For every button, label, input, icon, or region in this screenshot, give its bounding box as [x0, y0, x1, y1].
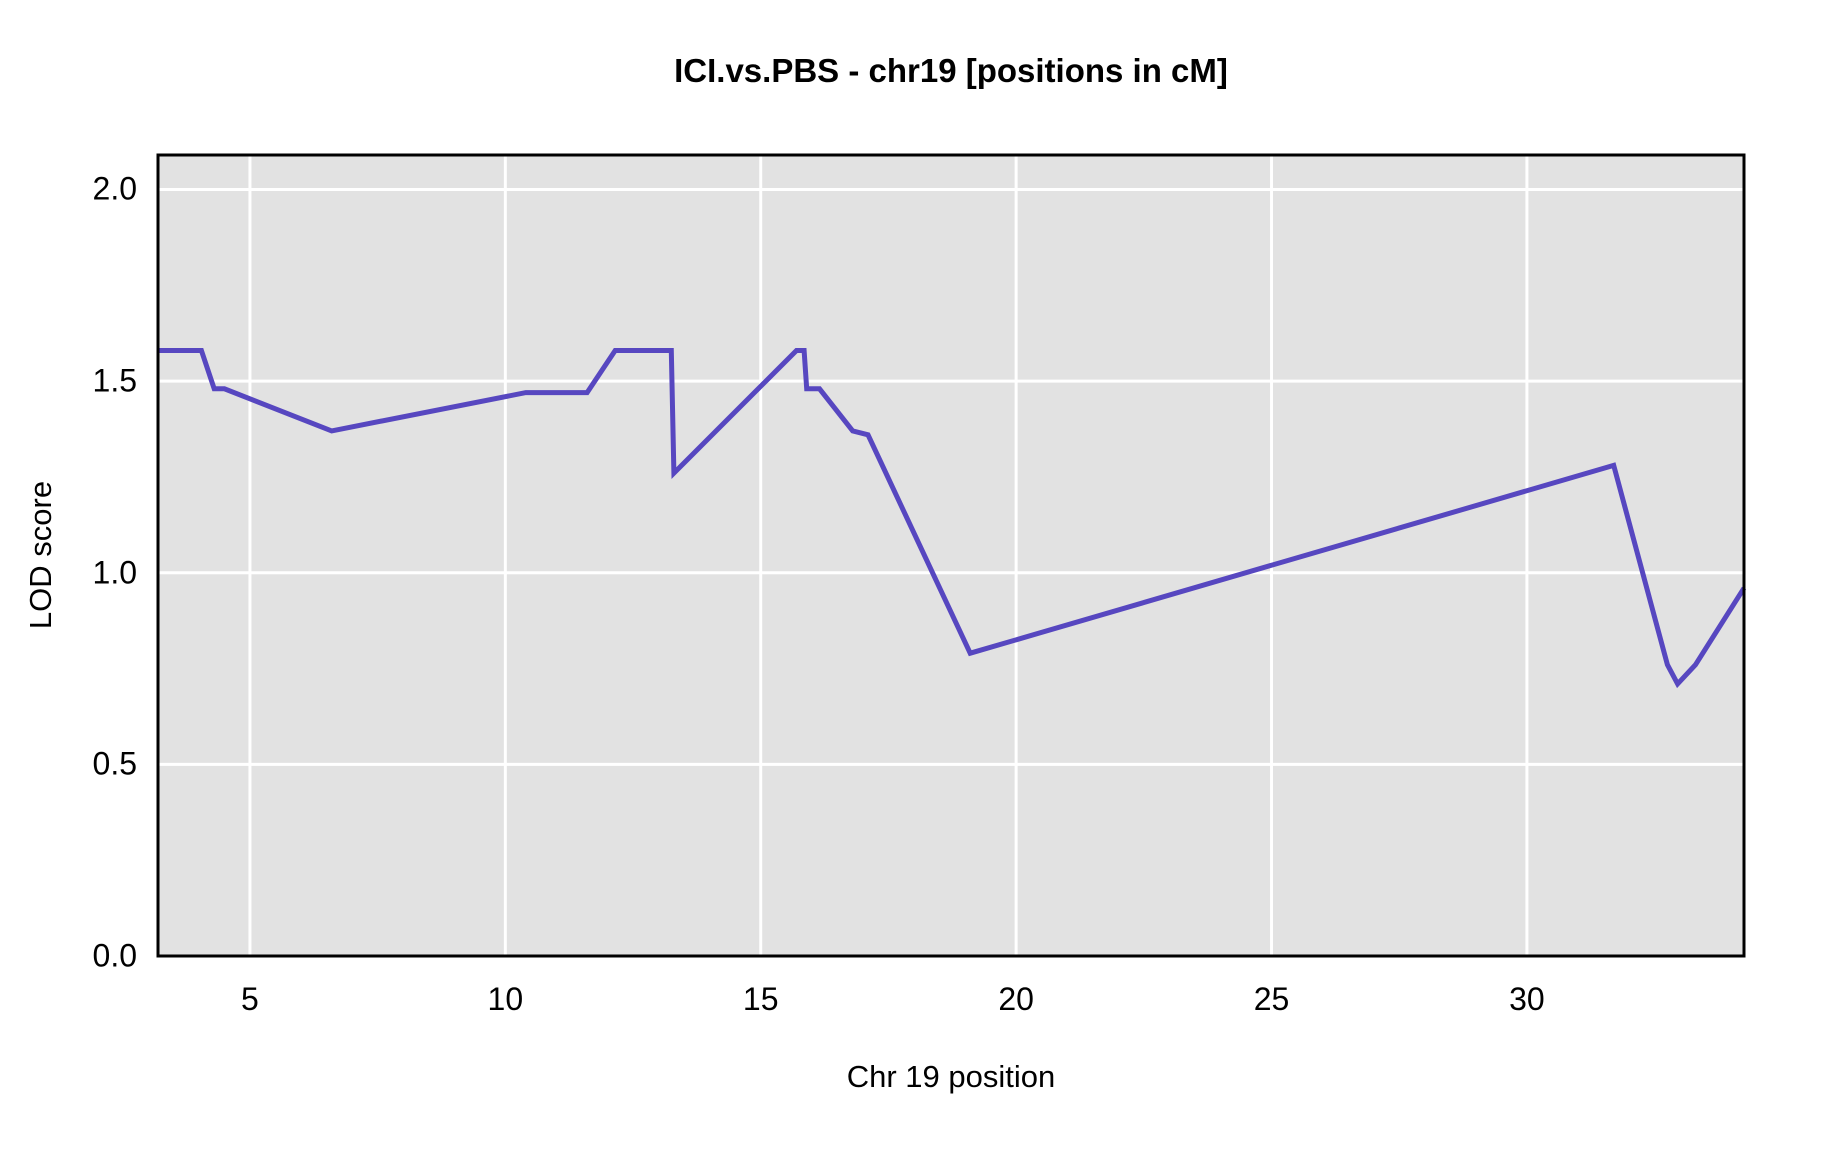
plot-panel-background [158, 155, 1744, 956]
y-tick-label: 1.0 [92, 554, 137, 591]
y-tick-label: 0.0 [92, 937, 137, 974]
lod-curve [158, 348, 1747, 689]
x-tick-label: 25 [1253, 981, 1290, 1017]
x-axis-title: Chr 19 position [846, 1059, 1056, 1094]
x-tick-label: 20 [998, 981, 1034, 1017]
x-tick-label: 30 [1509, 981, 1545, 1017]
chart-title: ICI.vs.PBS - chr19 [positions in cM] [674, 52, 1228, 89]
y-axis-title: LOD score [23, 480, 58, 630]
x-tick-label: 5 [241, 981, 259, 1017]
x-tick-label: 15 [742, 981, 779, 1017]
panel-border [156, 153, 1746, 958]
y-tick-label: 1.5 [92, 362, 137, 399]
y-tick-label: 0.5 [92, 745, 137, 782]
y-tick-label: 2.0 [92, 170, 137, 207]
x-tick-label: 10 [487, 981, 524, 1017]
